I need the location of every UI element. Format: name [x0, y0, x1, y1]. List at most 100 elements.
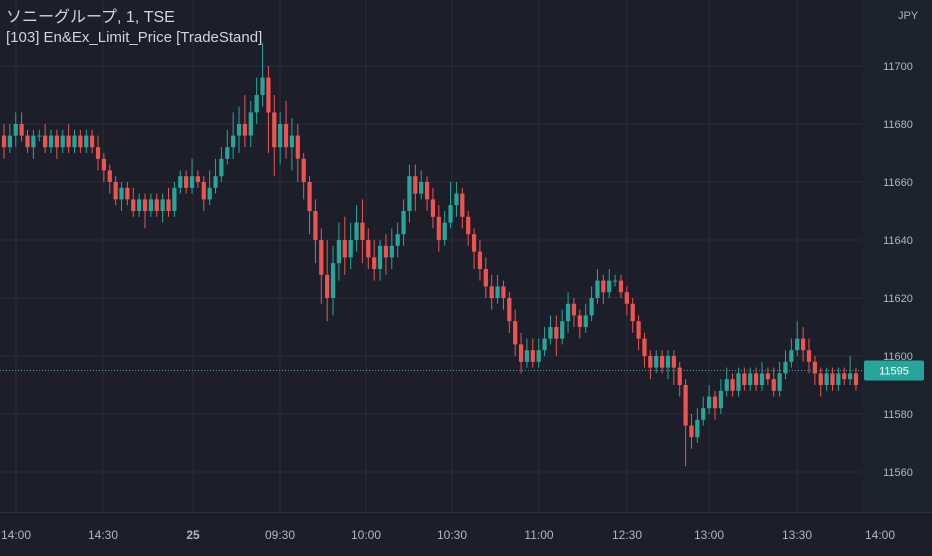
candle-body	[201, 182, 206, 200]
candle-body	[219, 158, 224, 177]
candle-body	[589, 298, 594, 316]
candle-body	[624, 292, 629, 304]
candle-body	[454, 193, 459, 206]
candle-body	[260, 77, 265, 95]
price-tick-label: 11700	[883, 61, 913, 73]
candle-body	[677, 367, 682, 385]
price-tick-label: 11680	[883, 119, 913, 131]
candle-body	[66, 135, 71, 148]
candle-body	[413, 176, 418, 194]
candle-body	[60, 135, 65, 148]
symbol-title[interactable]: ソニーグループ, 1, TSE	[6, 9, 175, 26]
candle-body	[389, 245, 394, 258]
candle-body	[683, 385, 688, 426]
candle-body	[242, 124, 248, 136]
candle-body	[466, 216, 471, 235]
chart-legend: ソニーグループ, 1, TSE [103] En&Ex_Limit_Price …	[6, 8, 262, 47]
price-tick-label: 11660	[883, 177, 913, 189]
candle-body	[289, 135, 295, 148]
candle-body	[577, 315, 582, 327]
candle-body	[718, 390, 723, 409]
candle-body	[648, 356, 653, 368]
candles	[1, 42, 859, 467]
candle-body	[601, 280, 606, 293]
candle-body	[565, 303, 571, 322]
candle-body	[783, 361, 788, 374]
candle-body	[524, 350, 530, 362]
candle-body	[501, 286, 506, 298]
candle-body	[507, 298, 512, 322]
candle-body	[248, 112, 253, 136]
currency-label: JPY	[898, 10, 919, 22]
candle-body	[836, 373, 841, 385]
candle-body	[765, 373, 770, 380]
candle-body	[848, 373, 853, 380]
candle-body	[113, 182, 118, 200]
candle-body	[607, 280, 612, 293]
candle-body	[372, 257, 377, 269]
candle-body	[131, 199, 136, 211]
candle-body	[542, 338, 547, 351]
candle-body	[330, 263, 336, 298]
candle-body	[231, 135, 236, 148]
candle-body	[383, 245, 389, 258]
candle-body	[43, 135, 48, 148]
time-tick-label: 25	[186, 528, 200, 542]
candle-body	[336, 240, 342, 264]
candle-body	[548, 327, 553, 339]
candle-body	[19, 124, 24, 136]
candle-body	[189, 176, 195, 188]
candle-body	[853, 373, 859, 385]
candle-body	[107, 170, 112, 182]
candle-body	[789, 350, 794, 362]
candle-body	[84, 135, 89, 148]
indicator-title[interactable]: [103] En&Ex_Limit_Price [TradeStand]	[6, 29, 263, 46]
candle-body	[401, 211, 406, 235]
candle-body	[325, 274, 330, 298]
grid-lines	[0, 0, 862, 512]
price-axis[interactable]: 11700 11680 11660 11640 11620 11600 11580 11560…	[862, 0, 932, 512]
candle-body	[254, 95, 259, 113]
candle-body	[554, 327, 559, 339]
price-tick-label: 11640	[883, 235, 913, 247]
candle-body	[730, 379, 735, 391]
candle-body	[442, 222, 447, 240]
time-tick-label: 14:30	[88, 528, 118, 542]
candle-body	[348, 240, 353, 258]
candle-body	[236, 124, 242, 136]
candle-body	[160, 199, 165, 211]
candle-body	[295, 135, 300, 159]
time-axis[interactable]: 14:00 14:30 25 09:30 10:00 10:30 11:00 12:30 13:…	[0, 512, 932, 551]
chart-pane[interactable]	[0, 0, 862, 512]
candle-body	[530, 350, 535, 362]
candle-body	[395, 234, 400, 246]
candle-body	[307, 182, 312, 211]
candlestick-chart[interactable]	[0, 0, 862, 512]
candle-body	[184, 176, 189, 188]
candle-body	[536, 350, 541, 362]
candle-body	[178, 176, 183, 188]
candle-body	[477, 251, 483, 269]
time-tick-label: 11:00	[524, 528, 553, 542]
price-tick-label: 11560	[883, 467, 913, 479]
candle-body	[90, 135, 95, 148]
candle-body	[101, 158, 107, 171]
candle-body	[665, 356, 671, 368]
candle-body	[748, 373, 753, 385]
candle-body	[313, 211, 318, 240]
candle-body	[595, 280, 600, 298]
candle-body	[513, 321, 518, 345]
candle-body	[824, 373, 829, 385]
candle-body	[806, 350, 812, 362]
candle-body	[125, 187, 130, 200]
candle-body	[712, 396, 718, 409]
candle-body	[753, 373, 759, 385]
candle-body	[436, 216, 441, 240]
candle-body	[801, 338, 806, 351]
candle-body	[72, 135, 77, 148]
time-tick-label: 12:30	[612, 528, 642, 542]
candle-body	[25, 135, 30, 148]
candle-body	[771, 379, 776, 391]
candle-body	[377, 245, 383, 269]
candle-body	[154, 199, 159, 211]
